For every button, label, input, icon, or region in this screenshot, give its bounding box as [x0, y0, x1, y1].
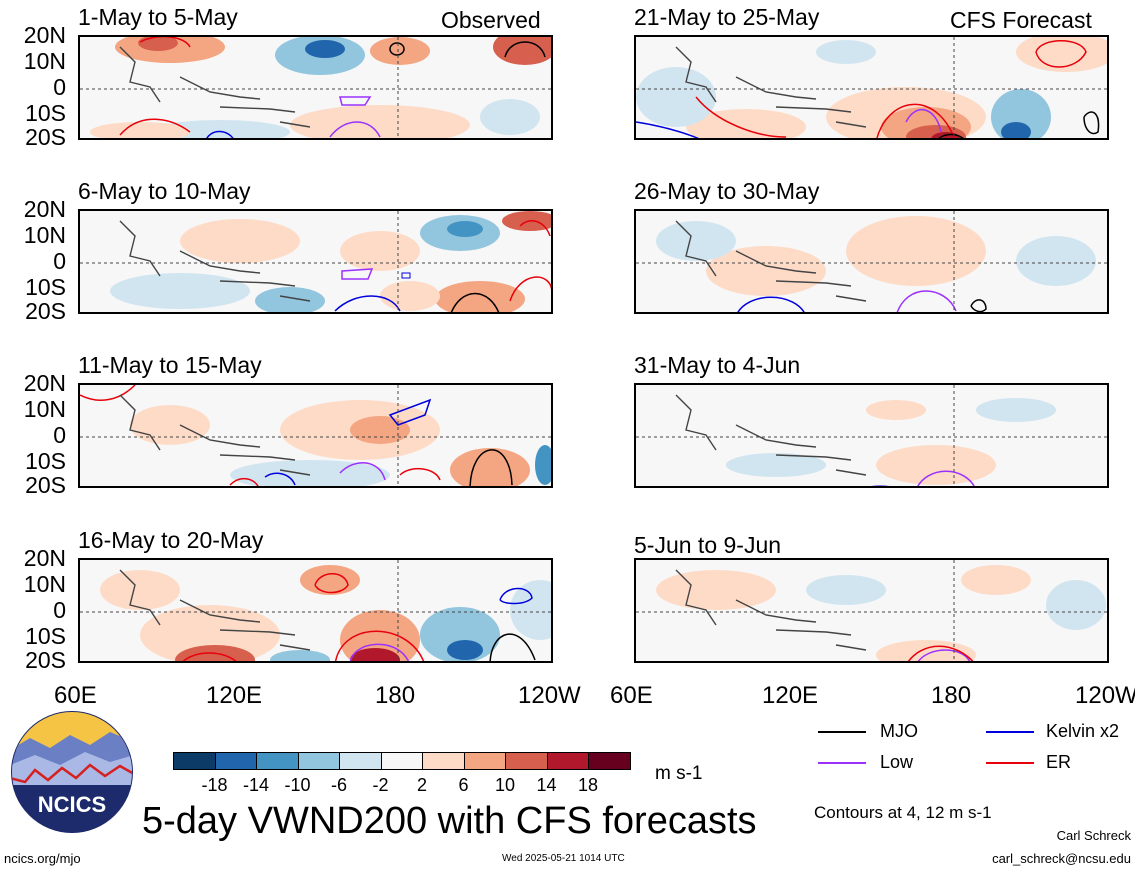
map-panel-2: [78, 209, 553, 314]
panel-title-3: 11-May to 15-May: [78, 352, 262, 378]
lat-label: 10N: [23, 571, 66, 597]
colorbar-tick-label: 10: [494, 775, 516, 795]
colorbar-swatch: [380, 752, 423, 770]
legend-line-low: [818, 762, 866, 764]
lat-label: 0: [53, 74, 66, 100]
lat-label: 10N: [23, 48, 66, 74]
lat-label: 20N: [23, 196, 66, 222]
legend-label-low: Low: [880, 752, 914, 772]
colorbar-tick-label: 14: [536, 775, 557, 795]
lon-label-120e-left: 120E: [206, 682, 263, 709]
lon-label-120w-left: 120W: [518, 682, 581, 709]
colorbar-tick-label: 6: [458, 775, 469, 795]
panel-title-4: 16-May to 20-May: [78, 527, 264, 553]
footer-url: ncics.org/mjo: [4, 851, 81, 866]
colorbar-tick-label: -10: [284, 775, 311, 795]
colorbar-tick-label: -14: [242, 775, 269, 795]
footer-email: carl_schreck@ncsu.edu: [992, 851, 1131, 866]
colorbar-swatch: [588, 752, 631, 770]
lat-label: 10N: [23, 396, 66, 422]
map-panel-4: [78, 558, 553, 663]
cfs-forecast-label: CFS Forecast: [950, 7, 1092, 33]
lon-label-120e-right: 120E: [762, 682, 819, 709]
lat-label: 20S: [25, 647, 66, 673]
colorbar-swatch: [173, 752, 216, 770]
lat-label: 20S: [25, 124, 66, 150]
colorbar-tick-label: -2: [372, 775, 389, 795]
lat-label: 0: [53, 422, 66, 448]
colorbar-tick-label: 2: [416, 775, 427, 795]
observed-label: Observed: [441, 7, 541, 33]
colorbar-units: m s-1: [655, 763, 703, 784]
colorbar-swatch: [422, 752, 465, 770]
colorbar-swatch: [256, 752, 299, 770]
colorbar-tick-label: -6: [330, 775, 347, 795]
panel-title-5: 21-May to 25-May: [634, 4, 820, 30]
legend-line-kelvin: [986, 731, 1034, 733]
panel-title-8: 5-Jun to 9-Jun: [634, 532, 782, 558]
legend-label-kelvin: Kelvin x2: [1046, 721, 1120, 741]
colorbar-swatch: [505, 752, 548, 770]
main-title: 5-day VWND200 with CFS forecasts: [142, 800, 757, 842]
lat-label: 10S: [25, 274, 66, 300]
colorbar-tick-label: -18: [201, 775, 228, 795]
footer-author: Carl Schreck: [1056, 828, 1131, 843]
legend-line-mjo: [818, 731, 866, 733]
panel-title-1: 1-May to 5-May: [78, 4, 238, 30]
lat-label: 10N: [23, 222, 66, 248]
lon-label-120w-right: 120W: [1075, 684, 1135, 708]
colorbar-tick-label: 18: [577, 775, 599, 795]
lat-label: 20S: [25, 472, 66, 498]
lat-label: 10S: [25, 100, 66, 126]
legend-line-er: [986, 762, 1034, 764]
colorbar-swatch: [339, 752, 382, 770]
colorbar-swatch: [297, 752, 340, 770]
map-panel-1: [78, 35, 553, 140]
lon-label-180-left: 180: [375, 682, 416, 709]
logo-text: NCICS: [38, 792, 106, 817]
map-panel-6: [634, 209, 1109, 314]
map-panel-3: [78, 383, 553, 488]
lon-label-60e-right: 60E: [610, 682, 653, 709]
map-panel-5: [634, 35, 1109, 140]
lat-label: 10S: [25, 448, 66, 474]
lat-label: 0: [53, 597, 66, 623]
lat-label: 20S: [25, 298, 66, 324]
lat-label: 20N: [23, 370, 66, 396]
colorbar-swatch: [214, 752, 257, 770]
lat-label: 20N: [23, 22, 66, 48]
lon-label-180-right: 180: [931, 682, 972, 709]
legend-label-mjo: MJO: [880, 721, 918, 741]
panel-title-2: 6-May to 10-May: [78, 178, 251, 204]
legend-label-er: ER: [1046, 752, 1072, 772]
footer-timestamp: Wed 2025-05-21 1014 UTC: [502, 853, 625, 864]
lat-label: 20N: [23, 545, 66, 571]
map-panel-8: [634, 558, 1109, 663]
colorbar-swatch: [463, 752, 506, 770]
lon-label-60e-left: 60E: [54, 682, 97, 709]
panel-title-7: 31-May to 4-Jun: [634, 352, 801, 378]
map-panel-7: [634, 383, 1109, 488]
lat-label: 0: [53, 248, 66, 274]
ncics-logo: NCICS: [10, 710, 134, 834]
lat-label: 10S: [25, 623, 66, 649]
panel-title-6: 26-May to 30-May: [634, 178, 820, 204]
colorbar-swatch: [546, 752, 589, 770]
contours-note: Contours at 4, 12 m s-1: [814, 803, 992, 822]
